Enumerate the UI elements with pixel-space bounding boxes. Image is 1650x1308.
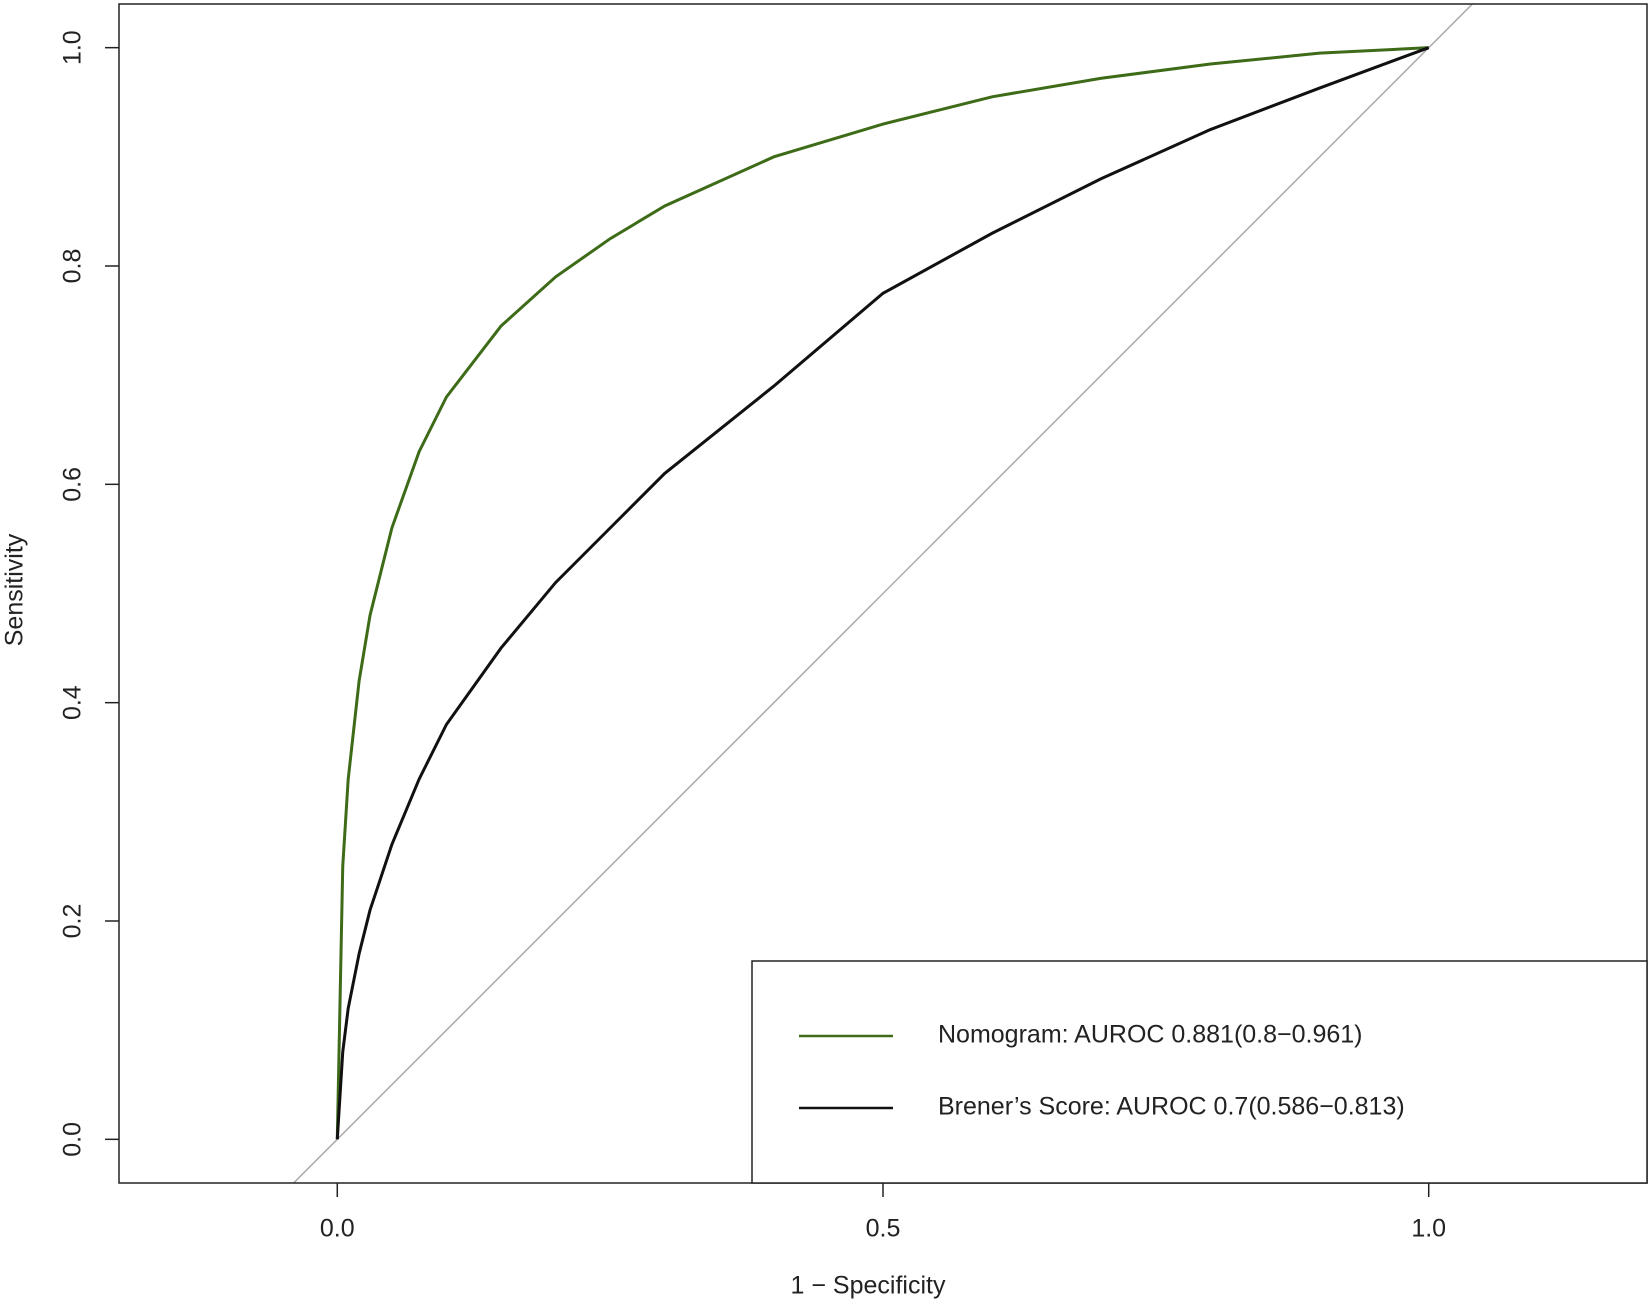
y-tick-label: 0.2 [59,904,87,939]
x-tick-label: 0.0 [320,1215,355,1243]
roc-curve [335,46,1430,1140]
y-tick-label: 0.6 [59,467,87,502]
x-tick-label: 1.0 [1411,1215,1446,1243]
y-axis-title: Sensitivity [1,533,29,646]
y-tick-label: 0.8 [59,249,87,284]
x-axis-title: 1 − Specificity [791,1272,946,1300]
roc-curve [335,46,1429,1140]
legend-label: Brener’s Score: AUROC 0.7(0.586−0.813) [938,1093,1405,1121]
y-tick-label: 0.0 [59,1122,87,1157]
y-tick-label: 0.4 [59,685,87,720]
legend-label: Nomogram: AUROC 0.881(0.8−0.961) [938,1021,1363,1049]
x-tick-label: 0.5 [866,1215,901,1243]
legend-box [751,960,1648,1184]
reference-diagonal [292,4,1474,1183]
y-tick-label: 1.0 [59,30,87,65]
